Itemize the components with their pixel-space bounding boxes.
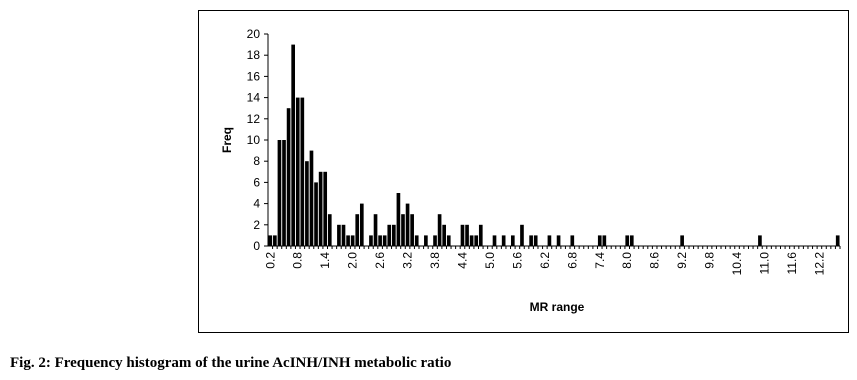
bar (268, 235, 273, 246)
x-tick-label: 8.6 (648, 252, 662, 269)
bar (629, 235, 634, 246)
bar (355, 214, 360, 246)
bar (465, 224, 469, 246)
y-tick-label: 8 (253, 154, 260, 168)
x-tick-label: 8.0 (620, 252, 634, 269)
x-tick-label: 2.0 (346, 252, 360, 269)
bar (835, 235, 840, 246)
bar (392, 224, 396, 246)
x-tick-label: 6.2 (538, 252, 552, 269)
bar (625, 235, 630, 246)
bar (570, 235, 575, 246)
bar (295, 97, 300, 246)
x-tick-label: 9.8 (703, 252, 717, 269)
bar (414, 235, 419, 246)
bar (309, 150, 314, 246)
bar (460, 224, 465, 246)
bar (597, 235, 602, 246)
bar (273, 235, 277, 246)
y-tick-label: 10 (247, 133, 261, 147)
bar (446, 235, 451, 246)
bar (758, 235, 762, 246)
caption: Fig. 2: Frequency histogram of the urine… (10, 355, 451, 371)
bar (369, 235, 373, 246)
bar (282, 140, 286, 246)
bar (424, 235, 428, 246)
y-tick-label: 12 (247, 112, 261, 126)
bar (318, 171, 323, 246)
bar (314, 182, 318, 246)
y-tick-label: 6 (253, 175, 260, 189)
bar (442, 224, 447, 246)
y-tick-label: 20 (247, 27, 261, 41)
x-tick-label: 0.8 (291, 252, 305, 269)
x-tick-label: 11.6 (785, 252, 799, 275)
bar (433, 235, 437, 246)
bar (492, 235, 497, 246)
x-tick-label: 5.6 (510, 252, 524, 269)
x-tick-label: 3.2 (401, 252, 415, 269)
bar (323, 171, 328, 246)
bar (382, 235, 387, 246)
bar (378, 235, 382, 246)
y-tick-label: 14 (247, 91, 261, 105)
x-tick-label: 11.0 (757, 252, 771, 275)
x-tick-label: 3.8 (428, 252, 442, 269)
bar (350, 235, 355, 246)
bar (547, 235, 552, 246)
chart-frame (198, 10, 849, 333)
bar (510, 235, 515, 246)
bar (474, 235, 479, 246)
bar (277, 140, 282, 246)
bar (346, 235, 350, 246)
x-tick-label: 10.4 (730, 252, 744, 276)
x-axis-label: MR range (530, 300, 585, 314)
bar (680, 235, 684, 246)
x-tick-label: 0.2 (263, 252, 277, 269)
bar (533, 235, 538, 246)
x-tick-label: 7.4 (593, 252, 607, 269)
y-tick-label: 16 (247, 69, 261, 83)
bar (501, 235, 506, 246)
bar (556, 235, 561, 246)
bar (327, 214, 332, 246)
bar (300, 97, 305, 246)
x-tick-label: 9.2 (675, 252, 689, 269)
bar (410, 214, 414, 246)
bar (305, 161, 309, 246)
bar (286, 108, 291, 246)
y-axis-label: Freq (220, 127, 234, 153)
y-tick-label: 4 (253, 197, 260, 211)
x-tick-label: 2.6 (373, 252, 387, 269)
bar (602, 235, 607, 246)
y-tick-label: 18 (247, 48, 261, 62)
bar (437, 214, 442, 246)
x-tick-label: 12.2 (812, 252, 826, 276)
bar (337, 224, 341, 246)
bar (373, 214, 378, 246)
y-tick-label: 0 (253, 239, 260, 253)
bar (387, 224, 392, 246)
bar (359, 203, 364, 246)
bar (478, 224, 483, 246)
bar (396, 193, 401, 246)
x-tick-label: 6.8 (565, 252, 579, 269)
bar (520, 224, 524, 246)
y-tick-label: 2 (253, 218, 260, 232)
bar (401, 214, 405, 246)
x-tick-label: 1.4 (318, 252, 332, 269)
bar (405, 203, 410, 246)
x-tick-label: 5.0 (483, 252, 497, 269)
bar (291, 44, 295, 246)
bar (341, 224, 346, 246)
bar (529, 235, 533, 246)
x-tick-label: 4.4 (455, 252, 469, 269)
bar (469, 235, 474, 246)
